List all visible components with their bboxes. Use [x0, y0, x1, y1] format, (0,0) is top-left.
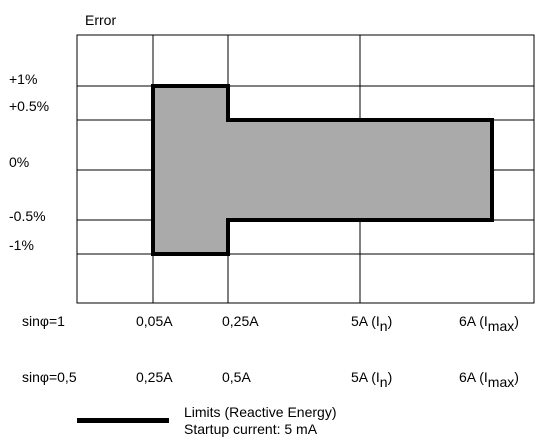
- x-tick-label: 0,25A: [136, 369, 173, 385]
- x-tick-rows: sinφ=1 0,05A 0,25A 5A (In) 6A (Imax) sinφ=0,5…: [22, 313, 519, 390]
- x-row-label: sinφ=0,5: [22, 369, 77, 385]
- x-tick-label: 5A (In): [351, 369, 392, 390]
- y-tick-label: 0%: [9, 154, 29, 170]
- x-tick-label: 0,05A: [136, 313, 173, 329]
- y-axis-label: Error: [85, 12, 116, 28]
- plot-frame: [76, 34, 535, 304]
- x-row-label: sinφ=1: [22, 313, 65, 329]
- limit-envelope-shape: [151, 84, 494, 256]
- legend-label-startup: Startup current: 5 mA: [184, 421, 318, 437]
- y-tick-label: -1%: [9, 237, 34, 253]
- y-tick-labels: +1% +0.5% 0% -0.5% -1%: [9, 71, 49, 253]
- legend-line-swatch: [77, 418, 169, 423]
- x-tick-label: 5A (In): [351, 313, 392, 334]
- y-tick-label: -0.5%: [9, 208, 46, 224]
- x-tick-label: 6A (Imax): [459, 369, 519, 390]
- x-tick-label: 0,5A: [222, 369, 251, 385]
- legend: Limits (Reactive Energy) Startup current…: [70, 402, 470, 442]
- y-tick-label: +1%: [9, 71, 37, 87]
- y-tick-label: +0.5%: [9, 98, 49, 114]
- x-tick-label: 0,25A: [222, 313, 259, 329]
- x-tick-label: 6A (Imax): [459, 313, 519, 334]
- limit-envelope: [151, 84, 494, 256]
- legend-label-limits: Limits (Reactive Energy): [184, 404, 337, 420]
- legend-text: Limits (Reactive Energy) Startup current…: [184, 404, 337, 438]
